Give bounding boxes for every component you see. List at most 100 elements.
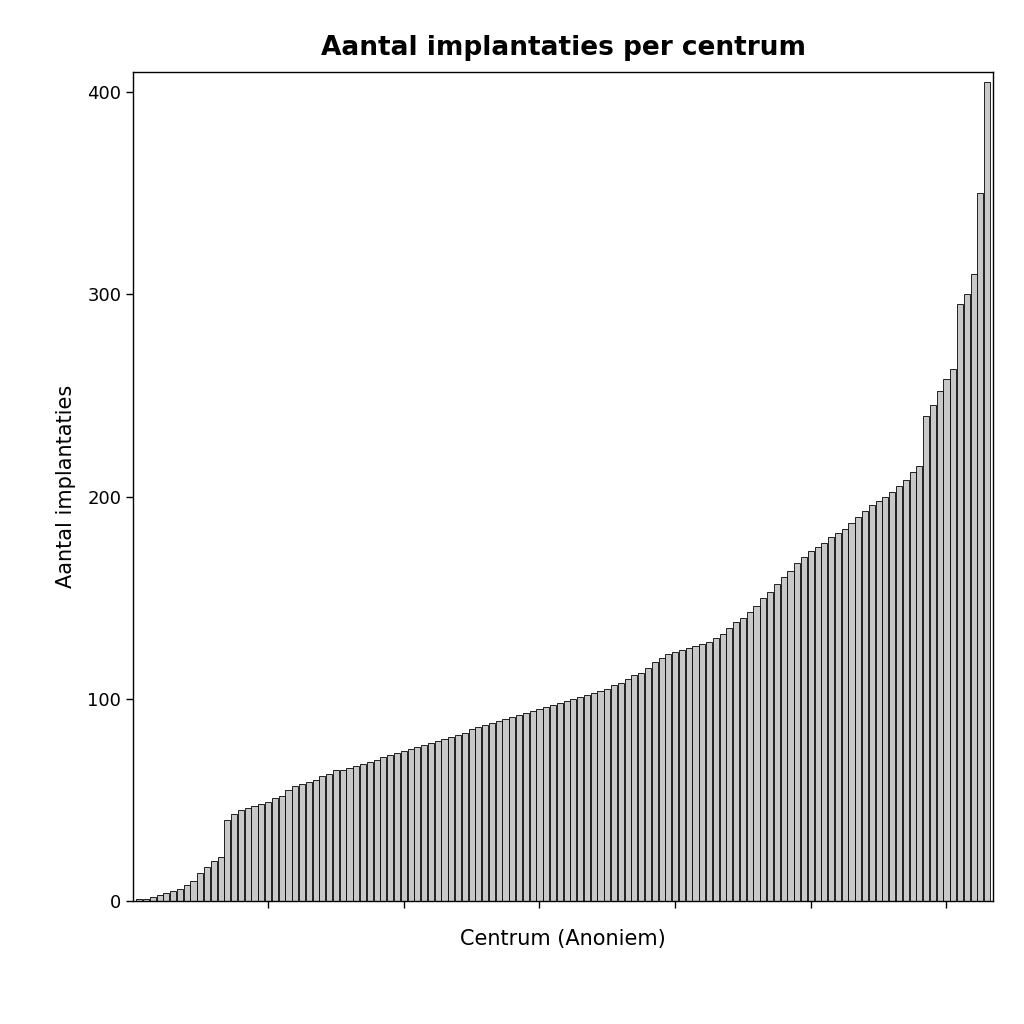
Bar (449, 737, 455, 901)
Bar (617, 683, 624, 901)
Bar (842, 528, 848, 901)
Bar (333, 770, 339, 901)
Bar (150, 897, 156, 901)
Bar (455, 735, 461, 901)
Bar (529, 711, 536, 901)
Bar (903, 480, 909, 901)
Bar (400, 752, 407, 901)
Bar (597, 691, 603, 901)
Bar (570, 698, 577, 901)
Bar (713, 638, 719, 901)
Bar (835, 532, 841, 901)
Bar (190, 881, 197, 901)
Bar (537, 709, 543, 901)
Bar (312, 779, 318, 901)
Bar (183, 885, 189, 901)
Bar (923, 416, 929, 901)
Bar (957, 304, 964, 901)
Bar (245, 808, 251, 901)
Bar (611, 685, 617, 901)
Bar (706, 642, 712, 901)
Bar (394, 754, 400, 901)
Bar (557, 702, 563, 901)
Bar (984, 82, 990, 901)
Bar (584, 694, 590, 901)
Bar (428, 743, 434, 901)
Bar (855, 517, 861, 901)
Bar (408, 750, 414, 901)
Bar (543, 707, 549, 901)
Bar (862, 511, 868, 901)
Bar (604, 689, 610, 901)
X-axis label: Centrum (Anoniem): Centrum (Anoniem) (461, 929, 666, 949)
Bar (387, 756, 393, 901)
Bar (198, 872, 204, 901)
Bar (937, 391, 943, 901)
Bar (415, 748, 421, 901)
Bar (441, 739, 447, 901)
Bar (774, 584, 780, 901)
Title: Aantal implantaties per centrum: Aantal implantaties per centrum (321, 35, 806, 61)
Bar (950, 369, 956, 901)
Bar (306, 781, 312, 901)
Bar (550, 705, 556, 901)
Bar (516, 715, 522, 901)
Bar (434, 741, 440, 901)
Bar (217, 857, 223, 901)
Bar (421, 745, 427, 901)
Bar (380, 758, 386, 901)
Bar (591, 693, 597, 901)
Bar (340, 770, 346, 901)
Bar (767, 592, 773, 901)
Bar (883, 497, 889, 901)
Bar (943, 379, 949, 901)
Bar (211, 860, 217, 901)
Bar (367, 762, 373, 901)
Bar (360, 764, 367, 901)
Bar (726, 628, 732, 901)
Bar (475, 727, 481, 901)
Bar (868, 505, 874, 901)
Bar (496, 721, 502, 901)
Bar (503, 719, 509, 901)
Bar (977, 194, 983, 901)
Bar (469, 729, 475, 901)
Bar (699, 644, 706, 901)
Bar (625, 679, 631, 901)
Bar (760, 598, 766, 901)
Bar (204, 866, 210, 901)
Bar (666, 654, 672, 901)
Bar (326, 774, 332, 901)
Bar (462, 733, 468, 901)
Bar (658, 658, 665, 901)
Bar (482, 725, 488, 901)
Bar (157, 895, 163, 901)
Bar (780, 578, 786, 901)
Bar (286, 790, 292, 901)
Bar (849, 523, 855, 901)
Bar (795, 563, 801, 901)
Bar (787, 571, 794, 901)
Bar (672, 652, 678, 901)
Bar (346, 768, 352, 901)
Bar (909, 472, 915, 901)
Bar (299, 783, 305, 901)
Bar (231, 814, 238, 901)
Bar (374, 760, 380, 901)
Bar (828, 537, 835, 901)
Bar (271, 798, 278, 901)
Bar (258, 804, 264, 901)
Bar (930, 406, 936, 901)
Bar (692, 646, 698, 901)
Bar (896, 486, 902, 901)
Bar (740, 617, 746, 901)
Bar (170, 891, 176, 901)
Bar (971, 274, 977, 901)
Bar (754, 606, 760, 901)
Bar (651, 663, 657, 901)
Bar (821, 543, 827, 901)
Bar (279, 796, 285, 901)
Bar (801, 557, 807, 901)
Bar (163, 893, 169, 901)
Bar (746, 611, 753, 901)
